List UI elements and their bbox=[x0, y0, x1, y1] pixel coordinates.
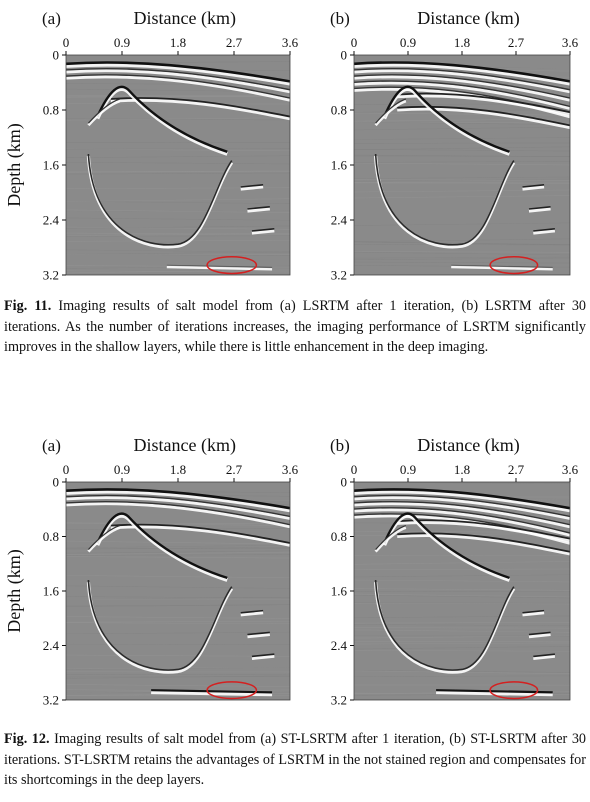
y-tick-label: 1.6 bbox=[331, 584, 348, 599]
y-tick-label: 0 bbox=[53, 48, 60, 63]
image-panel-b: (b) Distance (km) 0 0.9 1.8 2.7 3.6 0 0.8 1.6 2.4 3… bbox=[330, 435, 579, 708]
x-tick-label: 2.7 bbox=[226, 462, 243, 477]
panel-label: (b) bbox=[330, 9, 350, 28]
y-tick-label: 0 bbox=[341, 475, 348, 490]
y-tick-label: 2.4 bbox=[331, 638, 348, 653]
x-tick-label: 0.9 bbox=[400, 462, 416, 477]
y-axis-label: Depth (km) bbox=[4, 549, 25, 632]
caption-text: Imaging results of salt model from (a) S… bbox=[4, 731, 586, 788]
image-panel-a: (a) Distance (km) 0 0.9 1.8 2.7 3.6 0 0.8 1.6 2.4 3… bbox=[4, 8, 299, 283]
x-tick-label: 2.7 bbox=[508, 462, 525, 477]
y-tick-label: 1.6 bbox=[43, 584, 60, 599]
y-tick-label: 2.4 bbox=[331, 213, 348, 228]
y-tick-label: 0 bbox=[341, 48, 348, 63]
x-tick-label: 3.6 bbox=[562, 462, 579, 477]
x-tick-label: 0.9 bbox=[114, 462, 130, 477]
axis-title: Distance (km) bbox=[417, 435, 519, 456]
figure-11-images: (a) Distance (km) 0 0.9 1.8 2.7 3.6 0 0.8 1.6 2.4 3… bbox=[0, 0, 590, 290]
image-panel-a: (a) Distance (km) 0 0.9 1.8 2.7 3.6 0 0.8 1.6 2.4 3… bbox=[4, 435, 299, 708]
y-tick-label: 3.2 bbox=[331, 268, 347, 283]
x-tick-label: 0 bbox=[351, 462, 358, 477]
y-tick-label: 0.8 bbox=[331, 529, 347, 544]
figure-12-images: (a) Distance (km) 0 0.9 1.8 2.7 3.6 0 0.8 1.6 2.4 3… bbox=[0, 428, 590, 720]
y-axis-label: Depth (km) bbox=[4, 123, 25, 206]
y-tick-label: 1.6 bbox=[331, 158, 348, 173]
y-tick-label: 3.2 bbox=[43, 268, 59, 283]
x-tick-label: 0 bbox=[63, 35, 70, 50]
axis-title: Distance (km) bbox=[133, 435, 235, 456]
x-tick-label: 0.9 bbox=[400, 35, 416, 50]
y-tick-label: 3.2 bbox=[331, 693, 347, 708]
panel-label: (b) bbox=[330, 436, 350, 455]
y-tick-label: 0.8 bbox=[43, 103, 59, 118]
x-tick-label: 0.9 bbox=[114, 35, 130, 50]
x-tick-label: 0 bbox=[351, 35, 358, 50]
x-tick-label: 0 bbox=[63, 462, 70, 477]
x-tick-label: 2.7 bbox=[226, 35, 243, 50]
x-tick-label: 1.8 bbox=[454, 35, 470, 50]
seismic-image bbox=[66, 55, 290, 275]
caption-text: Imaging results of salt model from (a) L… bbox=[4, 298, 586, 355]
x-tick-label: 3.6 bbox=[562, 35, 579, 50]
y-tick-label: 3.2 bbox=[43, 693, 59, 708]
axis-title: Distance (km) bbox=[133, 8, 235, 29]
x-tick-label: 1.8 bbox=[170, 462, 186, 477]
y-tick-label: 0.8 bbox=[43, 529, 59, 544]
caption-label: Fig. 11. bbox=[4, 298, 51, 314]
x-tick-label: 1.8 bbox=[454, 462, 470, 477]
panel-label: (a) bbox=[42, 436, 61, 455]
y-tick-label: 0 bbox=[53, 475, 60, 490]
figure-12-caption: Fig. 12. Imaging results of salt model f… bbox=[4, 729, 586, 791]
x-tick-label: 3.6 bbox=[282, 462, 299, 477]
figure-11-caption: Fig. 11. Imaging results of salt model f… bbox=[4, 296, 586, 358]
y-tick-label: 2.4 bbox=[43, 638, 60, 653]
image-panel-b: (b) Distance (km) 0 0.9 1.8 2.7 3.6 0 0.8 1.6 2.4 3… bbox=[330, 8, 579, 283]
caption-label: Fig. 12. bbox=[4, 731, 50, 747]
y-tick-label: 2.4 bbox=[43, 213, 60, 228]
y-tick-label: 1.6 bbox=[43, 158, 60, 173]
x-tick-label: 1.8 bbox=[170, 35, 186, 50]
axis-title: Distance (km) bbox=[417, 8, 519, 29]
panel-label: (a) bbox=[42, 9, 61, 28]
x-tick-label: 2.7 bbox=[508, 35, 525, 50]
x-tick-label: 3.6 bbox=[282, 35, 299, 50]
y-tick-label: 0.8 bbox=[331, 103, 347, 118]
